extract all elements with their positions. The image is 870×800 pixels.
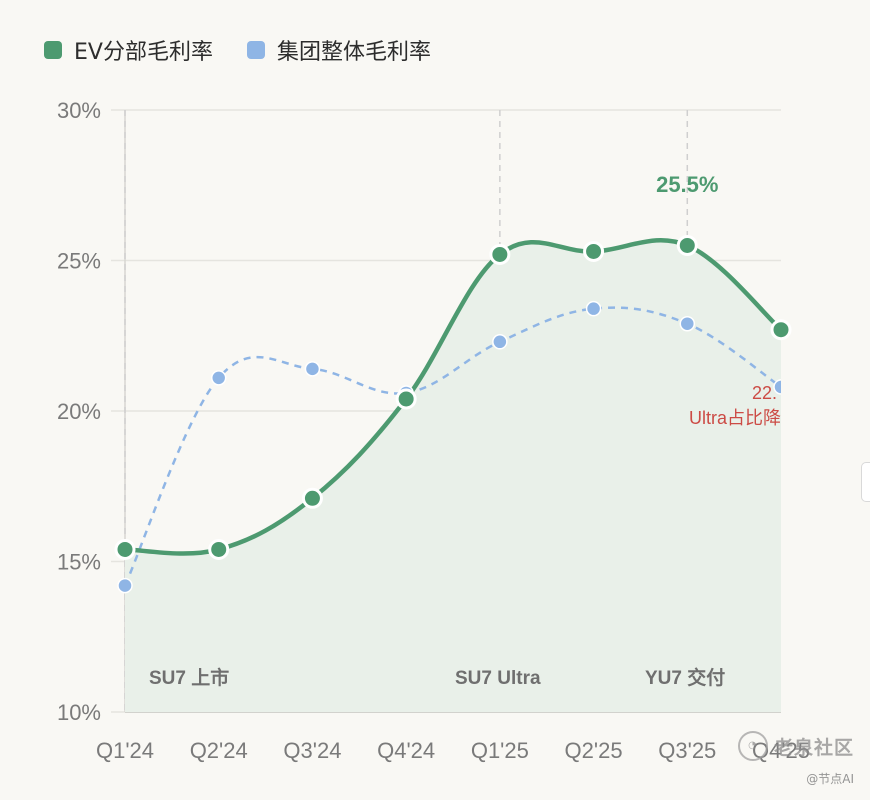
watermark-text: 老泉社区 bbox=[773, 736, 854, 759]
group-data-point bbox=[117, 577, 133, 594]
y-tick-label: 10% bbox=[57, 700, 101, 725]
legend-label-ev: EV分部毛利率 bbox=[74, 40, 213, 65]
legend-swatch-group bbox=[246, 41, 265, 59]
group-data-point bbox=[210, 370, 227, 386]
watermark: ◔ 老泉社区 bbox=[737, 731, 854, 761]
ev-data-point bbox=[208, 538, 230, 560]
x-tick-label: Q2'25 bbox=[565, 738, 623, 763]
ev-data-point bbox=[770, 319, 792, 341]
legend-label-group: 集团整体毛利率 bbox=[276, 40, 431, 65]
event-label: YU7 交付 bbox=[645, 666, 725, 689]
group-data-point bbox=[304, 361, 321, 377]
legend-item-ev[interactable]: EV分部毛利率 bbox=[44, 34, 213, 66]
source-text: @节点AI bbox=[806, 772, 854, 786]
x-tick-label: Q4'24 bbox=[377, 738, 435, 763]
legend-item-group[interactable]: 集团整体毛利率 bbox=[246, 34, 431, 66]
y-tick-label: 20% bbox=[57, 399, 101, 424]
peak-annotation: 25.5% bbox=[656, 172, 718, 197]
x-tick-label: Q1'25 bbox=[471, 738, 529, 763]
legend-swatch-ev bbox=[44, 41, 62, 59]
group-data-point bbox=[492, 334, 508, 350]
y-tick-label: 15% bbox=[57, 550, 101, 575]
ev-area bbox=[125, 240, 781, 712]
ev-data-point bbox=[676, 234, 698, 256]
group-data-point bbox=[679, 315, 696, 332]
ev-data-point bbox=[583, 240, 605, 262]
laojuan-logo-icon: ◔ bbox=[737, 731, 768, 761]
ev-data-point bbox=[114, 538, 136, 560]
x-tick-label: Q1'24 bbox=[96, 738, 154, 763]
ev-data-point bbox=[301, 487, 323, 509]
x-tick-label: Q3'24 bbox=[283, 738, 341, 763]
group-data-point bbox=[585, 300, 602, 317]
ultra-share-annotation: Ultra占比降 bbox=[689, 408, 781, 428]
y-tick-label: 30% bbox=[57, 98, 101, 123]
right-edge-mask bbox=[781, 370, 831, 440]
event-label: SU7 Ultra bbox=[455, 668, 541, 689]
x-tick-label: Q2'24 bbox=[190, 738, 248, 763]
event-label: SU7 上市 bbox=[149, 666, 229, 689]
legend: EV分部毛利率 集团整体毛利率 bbox=[44, 34, 431, 66]
group-series-line bbox=[123, 306, 782, 587]
side-handle[interactable] bbox=[861, 462, 870, 502]
q4-value-annotation: 22. bbox=[752, 383, 777, 403]
y-tick-label: 25% bbox=[57, 249, 101, 274]
ev-data-point bbox=[489, 243, 511, 265]
ev-data-point bbox=[395, 388, 417, 410]
x-tick-label: Q3'25 bbox=[658, 738, 716, 763]
